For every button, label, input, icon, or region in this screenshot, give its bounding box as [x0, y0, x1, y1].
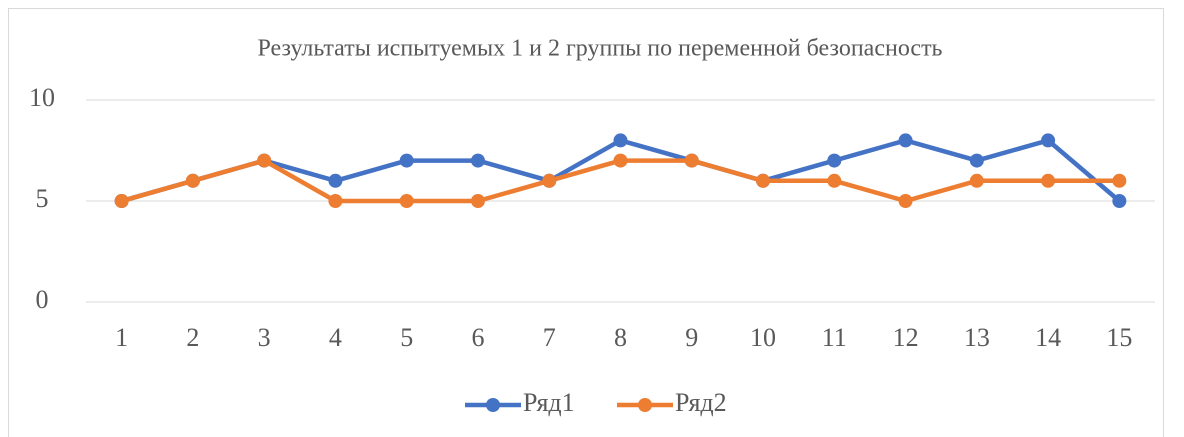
series-marker [1112, 173, 1127, 188]
series-marker [1112, 194, 1127, 208]
x-tick-label: 7 [543, 323, 556, 352]
series-marker [898, 194, 913, 208]
x-tick-label: 4 [329, 323, 342, 352]
series-marker [827, 173, 842, 188]
series-marker [328, 173, 343, 188]
series-marker [257, 153, 272, 168]
x-tick-label: 10 [750, 323, 776, 352]
series-marker [328, 194, 343, 208]
x-tick-label: 13 [964, 323, 990, 352]
series-marker [613, 133, 628, 148]
legend-marker [486, 398, 500, 412]
series-marker [542, 173, 557, 188]
series-marker [969, 153, 984, 168]
series-marker [684, 153, 699, 168]
series-marker [185, 173, 200, 188]
series-marker [1041, 173, 1056, 188]
x-tick-label: 12 [893, 323, 919, 352]
x-tick-label: 3 [258, 323, 271, 352]
series-marker [827, 153, 842, 168]
series-marker [470, 153, 485, 168]
x-tick-label: 9 [685, 323, 698, 352]
series-marker [470, 194, 485, 208]
series-marker [399, 153, 414, 168]
x-tick-label: 6 [471, 323, 484, 352]
x-tick-label: 14 [1035, 323, 1061, 352]
series-marker [1041, 133, 1056, 148]
series-marker [613, 153, 628, 168]
x-tick-label: 11 [822, 323, 847, 352]
chart-border [8, 8, 1164, 437]
series-marker [756, 173, 771, 188]
legend-label: Ряд1 [523, 388, 575, 417]
series-marker [898, 133, 913, 148]
y-tick-label: 0 [36, 285, 49, 314]
x-tick-label: 5 [400, 323, 413, 352]
y-tick-label: 10 [29, 83, 55, 112]
x-tick-label: 2 [186, 323, 199, 352]
legend-marker [638, 398, 652, 412]
y-tick-label: 5 [36, 184, 49, 213]
chart-title: Результаты испытуемых 1 и 2 группы по пе… [257, 36, 942, 62]
series-marker [969, 173, 984, 188]
legend-label: Ряд2 [675, 388, 727, 417]
x-tick-label: 15 [1106, 323, 1132, 352]
x-tick-label: 8 [614, 323, 627, 352]
series-marker [114, 194, 129, 208]
x-tick-label: 1 [115, 323, 128, 352]
series-marker [399, 194, 414, 208]
